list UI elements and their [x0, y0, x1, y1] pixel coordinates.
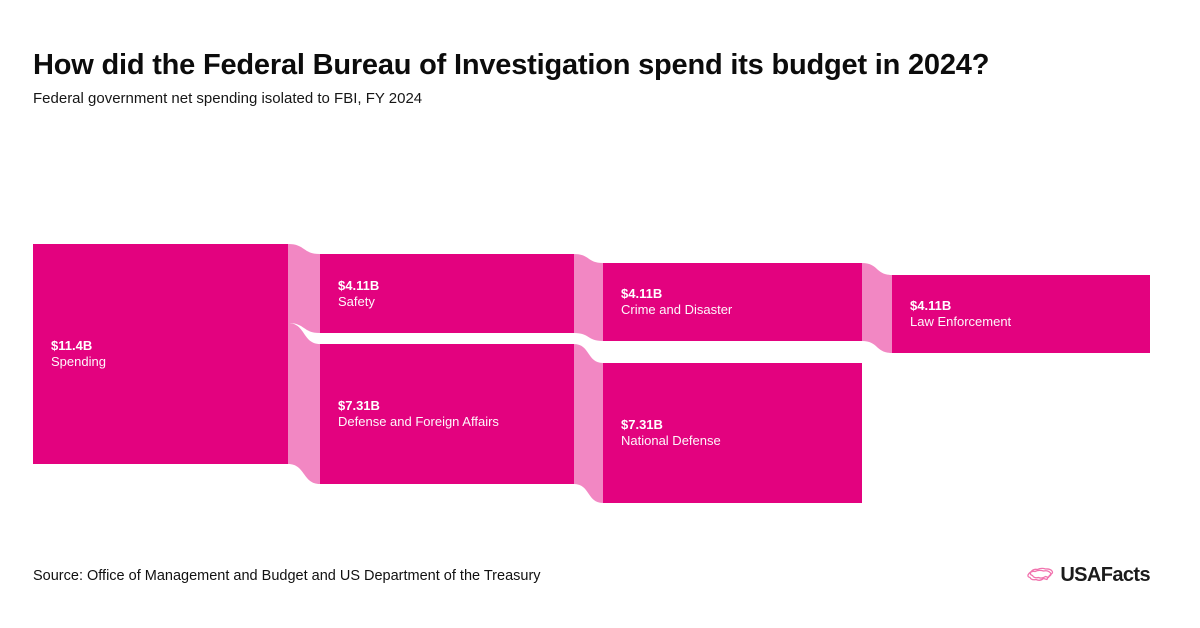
- sankey-node-spending: [33, 244, 288, 464]
- usafacts-logo: USAFacts: [1025, 562, 1151, 588]
- sankey-link-spending-to-safety: [288, 244, 320, 333]
- sankey-link-spending-to-defense_foreign: [288, 323, 320, 484]
- sankey-node-safety: [320, 254, 574, 333]
- page-subtitle: Federal government net spending isolated…: [33, 90, 423, 107]
- sankey-link-safety-to-crime_disaster: [574, 254, 603, 341]
- sankey-node-crime_disaster: [603, 263, 862, 341]
- page-title: How did the Federal Bureau of Investigat…: [33, 49, 990, 81]
- sankey-node-law_enforcement: [892, 275, 1150, 353]
- sankey-node-national_defense: [603, 363, 862, 503]
- source-note: Source: Office of Management and Budget …: [33, 568, 541, 584]
- usafacts-wordmark: USAFacts: [1060, 563, 1150, 586]
- usa-map-icon: [1027, 567, 1054, 581]
- sankey-link-defense_foreign-to-national_defense: [574, 344, 603, 503]
- sankey-node-defense_foreign: [320, 344, 574, 484]
- sankey-link-crime_disaster-to-law_enforcement: [862, 263, 892, 353]
